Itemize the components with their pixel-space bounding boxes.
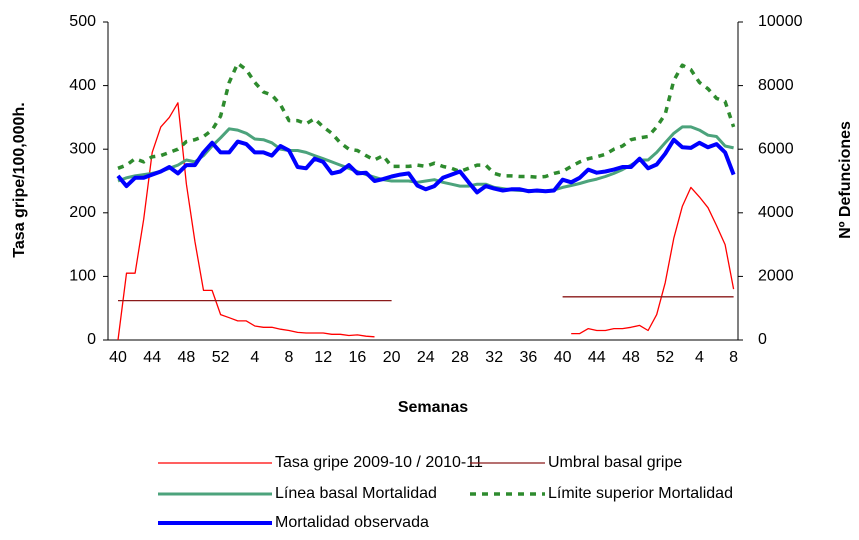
y-axis-title: Tasa gripe/100,000h. — [11, 102, 28, 257]
x-tick-label: 48 — [178, 349, 196, 366]
x-tick-label: 44 — [588, 349, 606, 366]
y2-tick-label: 0 — [758, 331, 767, 348]
series-line — [117, 102, 735, 341]
x-tick-label: 32 — [485, 349, 503, 366]
y2-tick-label: 10000 — [758, 13, 803, 30]
x-tick-label: 44 — [143, 349, 161, 366]
legend-label: Mortalidad observada — [275, 514, 429, 531]
x-tick-label: 8 — [285, 349, 294, 366]
x-tick-label: 40 — [109, 349, 127, 366]
y-tick-label: 0 — [87, 331, 96, 348]
y2-tick-label: 2000 — [758, 268, 794, 285]
legend-label: Línea basal Mortalidad — [275, 485, 437, 502]
x-tick-label: 52 — [656, 349, 674, 366]
x-tick-label: 20 — [383, 349, 401, 366]
x-tick-label: 12 — [314, 349, 332, 366]
y-tick-label: 200 — [69, 204, 96, 221]
x-tick-label: 36 — [520, 349, 538, 366]
legend-label: Umbral basal gripe — [548, 454, 682, 471]
y-tick-label: 500 — [69, 13, 96, 30]
y2-tick-label: 6000 — [758, 140, 794, 157]
y2-tick-label: 8000 — [758, 77, 794, 94]
y-tick-label: 400 — [69, 77, 96, 94]
x-tick-label: 52 — [212, 349, 230, 366]
y-tick-label: 100 — [69, 268, 96, 285]
y2-tick-label: 4000 — [758, 204, 794, 221]
y2-axis-title: Nº Defunciones — [837, 121, 854, 239]
legend-label: Tasa gripe 2009-10 / 2010-11 — [275, 454, 483, 471]
x-tick-label: 4 — [250, 349, 259, 366]
x-tick-label: 48 — [622, 349, 640, 366]
x-tick-label: 24 — [417, 349, 435, 366]
x-tick-label: 8 — [729, 349, 738, 366]
x-axis-title: Semanas — [398, 399, 468, 416]
series-line — [116, 137, 736, 195]
series-line — [118, 296, 734, 302]
x-tick-label: 4 — [695, 349, 704, 366]
legend-label: Límite superior Mortalidad — [548, 485, 733, 502]
series-line — [117, 61, 736, 179]
x-tick-label: 28 — [451, 349, 469, 366]
y-tick-label: 300 — [69, 140, 96, 157]
x-tick-label: 40 — [554, 349, 572, 366]
x-tick-label: 16 — [349, 349, 367, 366]
